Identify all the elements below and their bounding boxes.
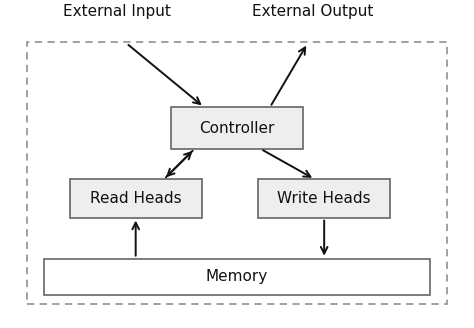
FancyBboxPatch shape (171, 107, 303, 149)
Text: External Input: External Input (63, 4, 171, 19)
Text: External Output: External Output (252, 4, 373, 19)
Text: Read Heads: Read Heads (90, 191, 182, 206)
FancyBboxPatch shape (44, 258, 430, 296)
Text: Write Heads: Write Heads (277, 191, 371, 206)
Text: Controller: Controller (199, 120, 275, 135)
Text: Memory: Memory (206, 270, 268, 284)
FancyBboxPatch shape (258, 179, 390, 218)
FancyBboxPatch shape (70, 179, 201, 218)
